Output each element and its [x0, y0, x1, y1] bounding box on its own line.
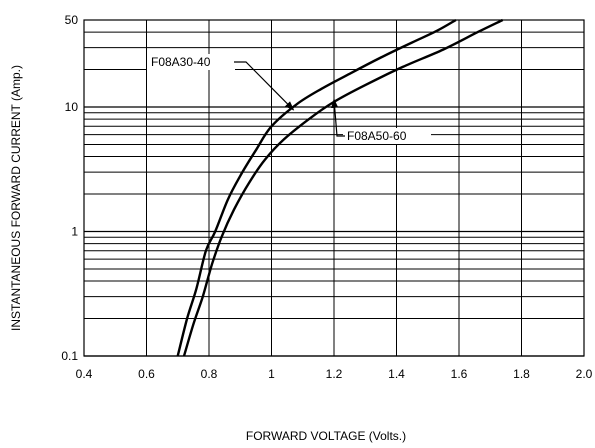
x-tick-label: 0.6 — [138, 367, 155, 381]
y-tick-label: 10 — [65, 100, 79, 114]
x-tick-label: 0.4 — [76, 367, 93, 381]
annotation-leader-1 — [234, 61, 295, 111]
series-layer — [176, 18, 504, 357]
y-axis-title: INSTANTANEOUS FORWARD CURRENT (Amp.) — [9, 65, 23, 331]
annotation-label-1: F08A30-40 — [151, 55, 211, 69]
x-tick-label: 2.0 — [576, 367, 593, 381]
y-axis-ticks: 0.1 1 10 50 — [61, 13, 78, 363]
annotation-layer: F08A30-40 F08A50-60 — [147, 54, 431, 144]
x-tick-label: 1.8 — [513, 367, 530, 381]
x-tick-label: 1.6 — [451, 367, 468, 381]
annotation-label-bg — [147, 54, 235, 70]
x-tick-label: 0.8 — [201, 367, 218, 381]
grid — [83, 19, 585, 357]
annotation-leader-2 — [331, 98, 345, 137]
y-tick-label: 0.1 — [61, 349, 78, 363]
series-line-1 — [176, 18, 457, 357]
y-tick-label: 1 — [71, 225, 78, 239]
x-tick-label: 1.4 — [388, 367, 405, 381]
x-axis-ticks: 0.4 0.6 0.8 1 1.2 1.4 1.6 1.8 2.0 — [76, 367, 593, 381]
annotation-label-bg — [343, 128, 431, 144]
y-tick-label: 50 — [65, 13, 79, 27]
series-line-2 — [182, 18, 504, 357]
plot-frame — [83, 19, 585, 357]
x-axis-title: FORWARD VOLTAGE (Volts.) — [246, 429, 406, 443]
x-tick-label: 1 — [268, 367, 275, 381]
x-tick-label: 1.2 — [326, 367, 343, 381]
annotation-label-2: F08A50-60 — [347, 129, 407, 143]
